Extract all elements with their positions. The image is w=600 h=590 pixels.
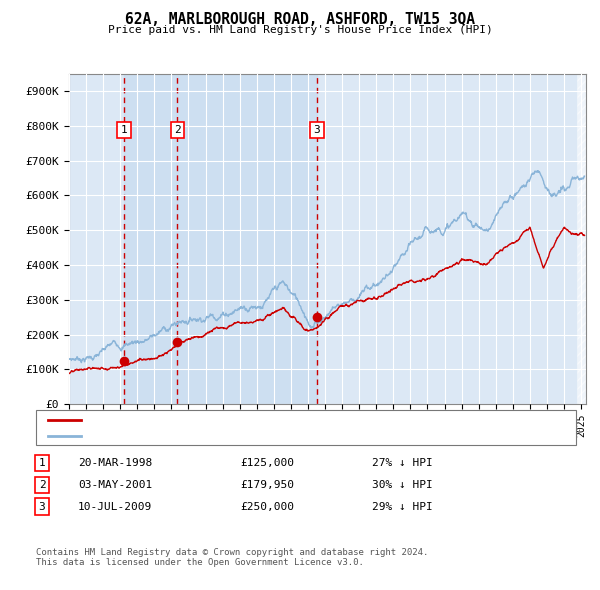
Bar — [177, 74, 317, 404]
Text: Price paid vs. HM Land Registry's House Price Index (HPI): Price paid vs. HM Land Registry's House … — [107, 25, 493, 35]
Text: 03-MAY-2001: 03-MAY-2001 — [78, 480, 152, 490]
Text: £125,000: £125,000 — [240, 458, 294, 468]
Text: 30% ↓ HPI: 30% ↓ HPI — [372, 480, 433, 490]
Text: Contains HM Land Registry data © Crown copyright and database right 2024.
This d: Contains HM Land Registry data © Crown c… — [36, 548, 428, 567]
Bar — [577, 74, 586, 404]
Text: 3: 3 — [38, 502, 46, 512]
Text: 2: 2 — [174, 125, 181, 135]
Text: 1: 1 — [38, 458, 46, 468]
Text: 20-MAR-1998: 20-MAR-1998 — [78, 458, 152, 468]
Text: 1: 1 — [121, 125, 127, 135]
Text: £179,950: £179,950 — [240, 480, 294, 490]
Text: £250,000: £250,000 — [240, 502, 294, 512]
Bar — [124, 74, 177, 404]
Text: 62A, MARLBOROUGH ROAD, ASHFORD, TW15 3QA: 62A, MARLBOROUGH ROAD, ASHFORD, TW15 3QA — [125, 12, 475, 27]
Text: 27% ↓ HPI: 27% ↓ HPI — [372, 458, 433, 468]
Text: 62A, MARLBOROUGH ROAD, ASHFORD, TW15 3QA (detached house): 62A, MARLBOROUGH ROAD, ASHFORD, TW15 3QA… — [87, 415, 422, 425]
Text: HPI: Average price, detached house, Spelthorne: HPI: Average price, detached house, Spel… — [87, 431, 357, 441]
Text: 3: 3 — [314, 125, 320, 135]
Text: 2: 2 — [38, 480, 46, 490]
Text: 29% ↓ HPI: 29% ↓ HPI — [372, 502, 433, 512]
Text: 10-JUL-2009: 10-JUL-2009 — [78, 502, 152, 512]
